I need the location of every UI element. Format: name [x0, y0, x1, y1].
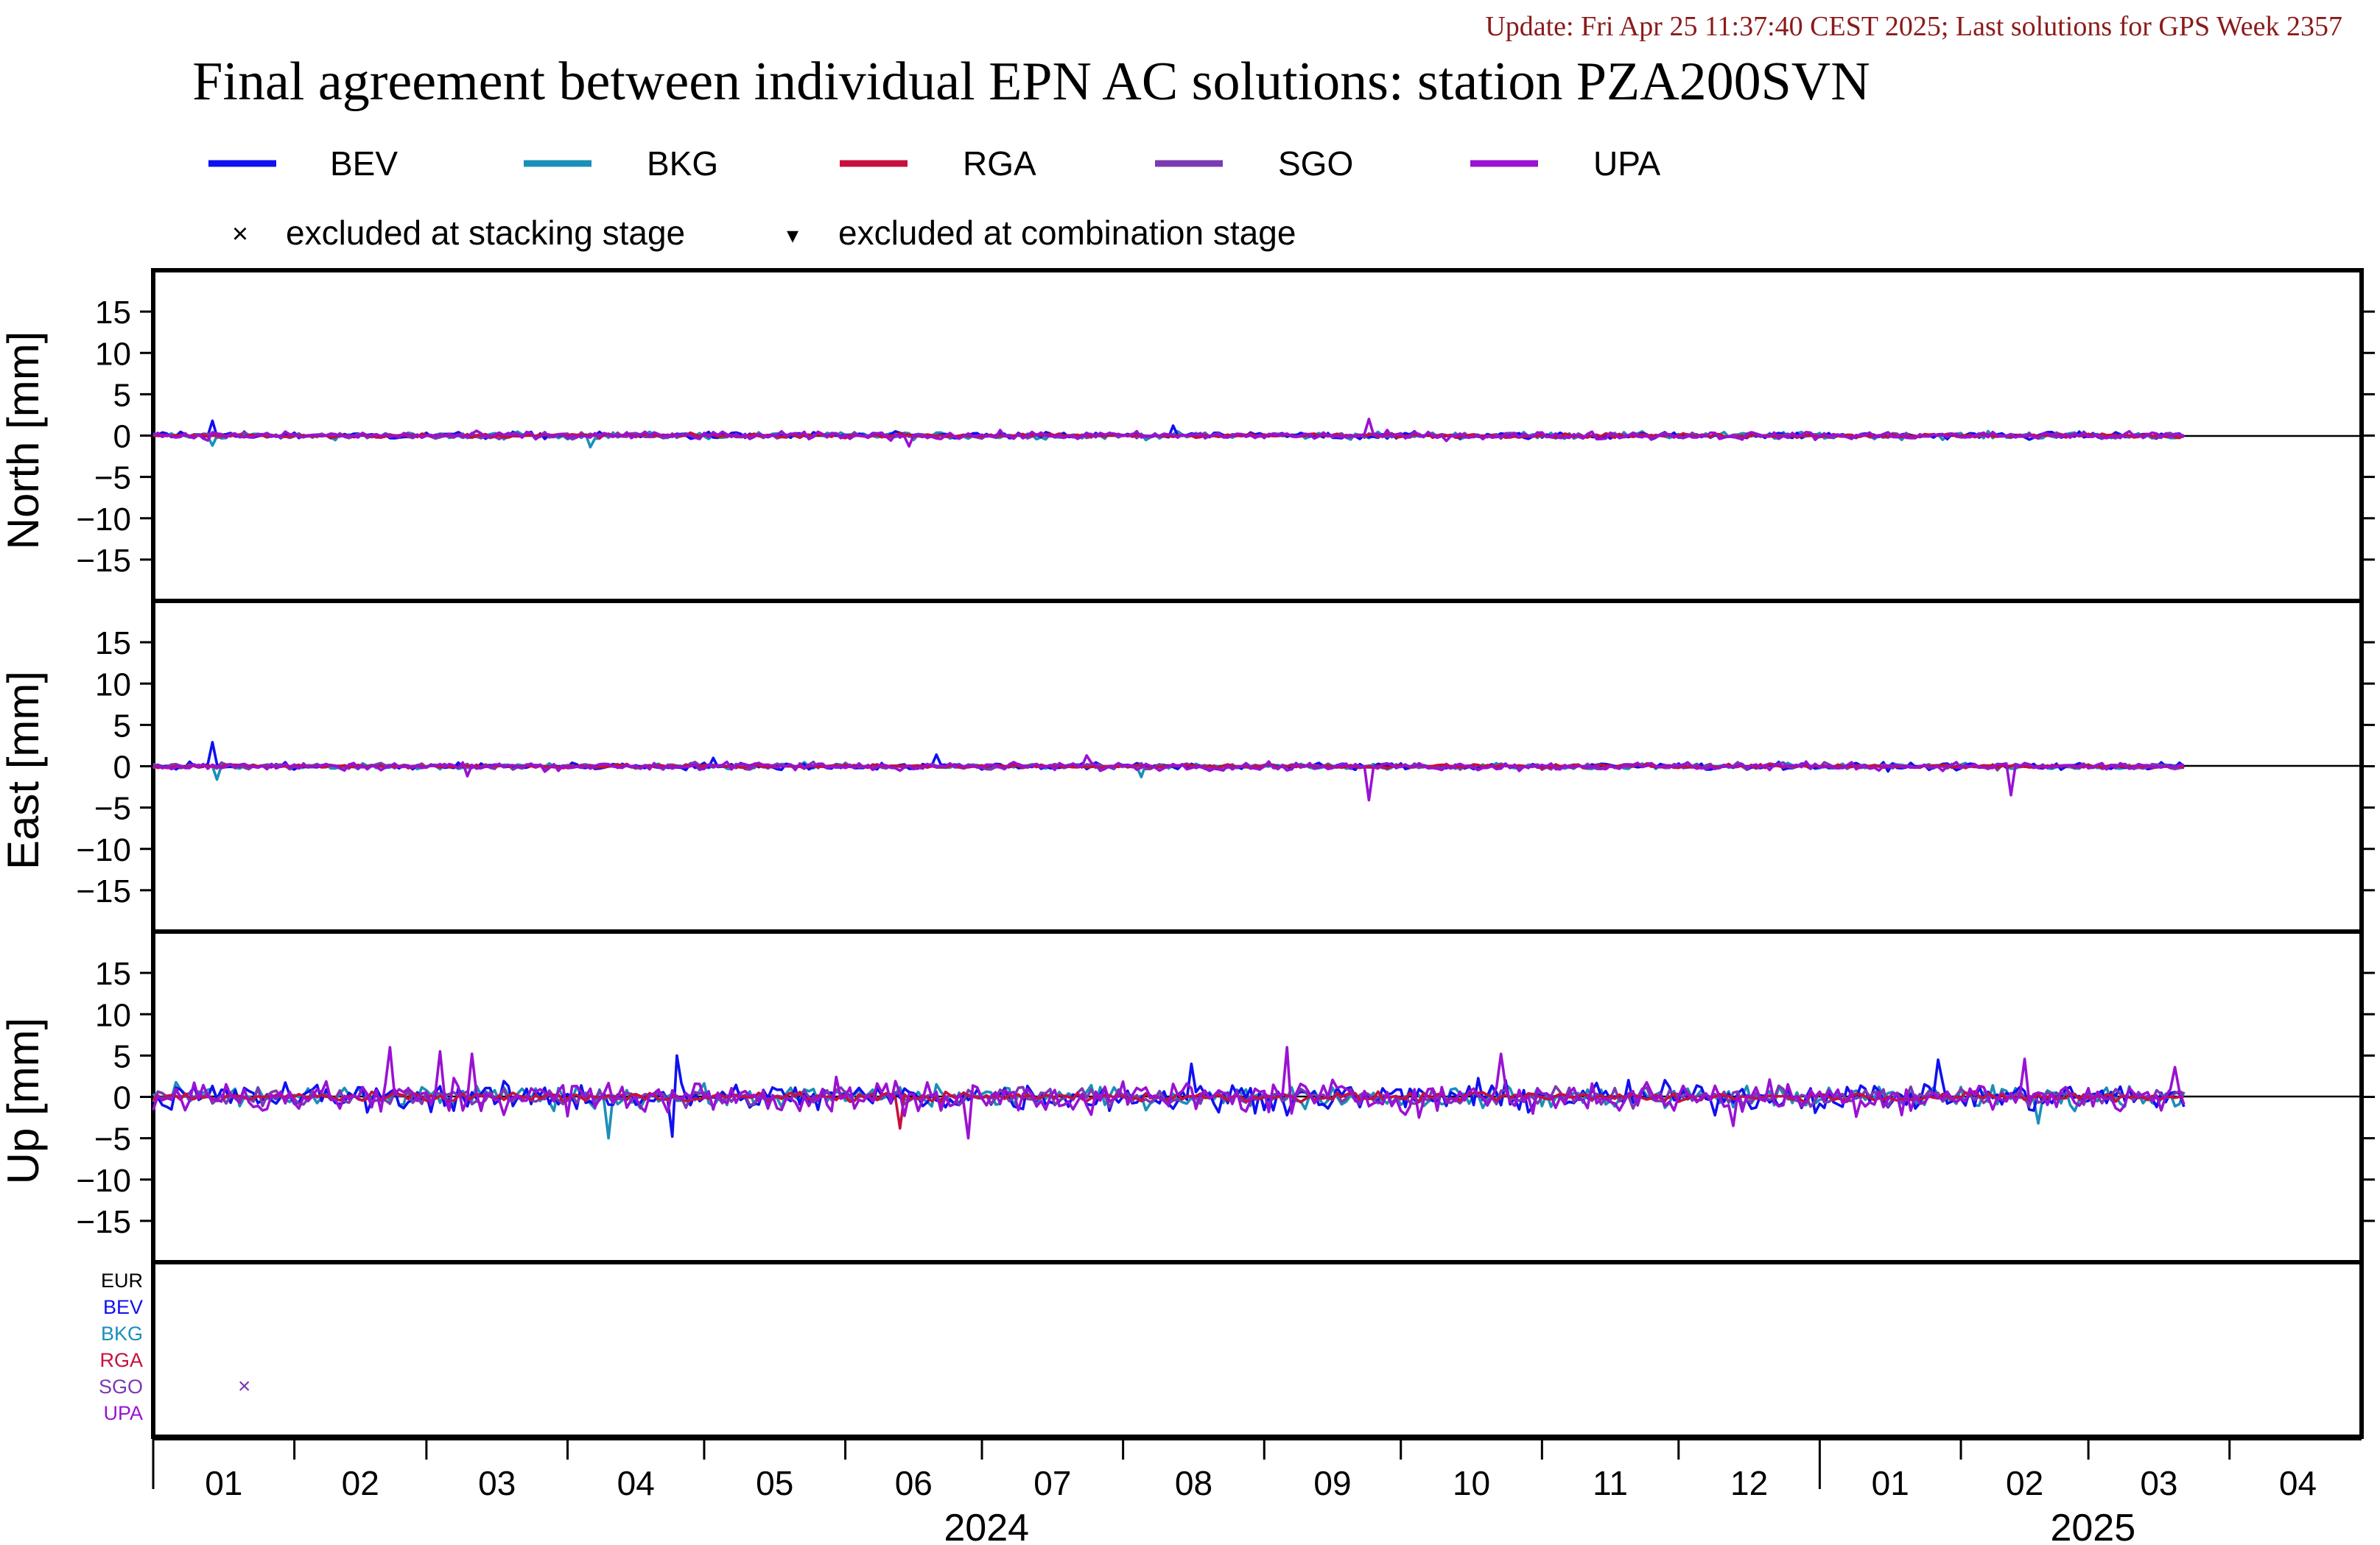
month-label-14: 03 [2140, 1464, 2177, 1502]
north-series [152, 418, 2186, 448]
legend-label-bkg: BKG [647, 144, 718, 183]
north-series-upa [152, 418, 2185, 448]
exclusion-marks: × [238, 1374, 251, 1398]
north-ytick-label--10: −10 [76, 501, 131, 538]
stacking-marker-label: excluded at stacking stage [286, 214, 685, 252]
up-ytick-label--10: −10 [76, 1163, 131, 1199]
legend-item-rga: RGA [840, 144, 1036, 183]
north-ytick-label-5: 5 [113, 377, 131, 413]
exclusion-row-labels: EUR BEV BKG RGA SGO UPA [99, 1270, 143, 1424]
chart-title: Final agreement between individual EPN A… [192, 52, 1870, 112]
up-ytick-label-15: 15 [95, 956, 131, 992]
east-series-upa [152, 754, 2184, 802]
panel-east: 15 10 5 0 −5 −10 −15 East [mm] [0, 599, 2375, 934]
north-ylabel: North [mm] [0, 331, 48, 550]
legend-label-rga: RGA [963, 144, 1036, 183]
panel-north: 15 10 5 0 −5 −10 −15 North [mm] [0, 268, 2375, 603]
east-ytick-label-10: 10 [95, 666, 131, 703]
month-label-1: 02 [342, 1464, 379, 1502]
east-series [152, 741, 2186, 802]
panel-exclusions-frame [151, 1260, 2364, 1439]
month-label-15: 04 [2279, 1464, 2317, 1502]
legend-label-sgo: SGO [1278, 144, 1353, 183]
month-label-9: 10 [1453, 1464, 1490, 1502]
panel-exclusions: EUR BEV BKG RGA SGO UPA × [99, 1260, 2364, 1439]
east-ytick-label--10: −10 [76, 832, 131, 868]
exclusion-row-sgo: SGO [99, 1376, 143, 1398]
series-legend: BEV BKG RGA SGO UPA × excluded at stacki… [208, 144, 1660, 252]
up-ytick-label--15: −15 [76, 1204, 131, 1240]
north-ytick-label-15: 15 [95, 295, 131, 331]
legend-marker-combination: ▾ excluded at combination stage [787, 214, 1296, 252]
year-label-2025: 2025 [2050, 1507, 2135, 1545]
month-label-12: 01 [1872, 1464, 1909, 1502]
up-series-upa [152, 1046, 2186, 1140]
east-ytick-label--5: −5 [94, 791, 131, 827]
month-label-4: 05 [756, 1464, 793, 1502]
month-label-0: 01 [205, 1464, 242, 1502]
month-label-10: 11 [1593, 1464, 1628, 1502]
month-label-13: 02 [2006, 1464, 2043, 1502]
month-label-2: 03 [478, 1464, 516, 1502]
legend-label-upa: UPA [1593, 144, 1660, 183]
north-ytick-label--15: −15 [76, 543, 131, 579]
up-ytick-label-10: 10 [95, 997, 131, 1033]
combination-marker-label: excluded at combination stage [838, 214, 1296, 252]
north-ytick-label-0: 0 [113, 419, 131, 455]
update-line: Update: Fri Apr 25 11:37:40 CEST 2025; L… [1485, 11, 2342, 42]
up-y-ticks: 15 10 5 0 −5 −10 −15 [76, 956, 2375, 1240]
exclusion-row-upa: UPA [103, 1402, 143, 1424]
month-label-5: 06 [895, 1464, 933, 1502]
up-ytick-label--5: −5 [94, 1122, 131, 1158]
month-label-7: 08 [1175, 1464, 1212, 1502]
north-ytick-label-10: 10 [95, 336, 131, 372]
month-label-11: 12 [1730, 1464, 1768, 1502]
legend-item-bev: BEV [208, 144, 398, 183]
exclusion-row-eur: EUR [101, 1270, 143, 1292]
legend-item-upa: UPA [1470, 144, 1660, 183]
combination-marker-icon: ▾ [787, 222, 798, 248]
x-axis: 01 02 03 04 05 06 07 08 09 10 11 12 01 02 03 04 2024 2025 [152, 1437, 2362, 1545]
north-y-ticks: 15 10 5 0 −5 −10 −15 [76, 295, 2375, 579]
month-label-8: 09 [1313, 1464, 1351, 1502]
legend-label-bev: BEV [330, 144, 398, 183]
up-ylabel: Up [mm] [0, 1018, 48, 1185]
east-ytick-label-0: 0 [113, 750, 131, 786]
month-label-6: 07 [1033, 1464, 1071, 1502]
north-ytick-label--5: −5 [94, 460, 131, 496]
up-ytick-label-5: 5 [113, 1038, 131, 1074]
year-label-2024: 2024 [944, 1507, 1029, 1545]
up-series [152, 1046, 2186, 1140]
legend-marker-stacking: × excluded at stacking stage [232, 214, 685, 252]
legend-item-bkg: BKG [524, 144, 718, 183]
exclusion-row-bev: BEV [103, 1296, 143, 1318]
panel-up: 15 10 5 0 −5 −10 −15 Up [mm] [0, 929, 2375, 1264]
exclusion-row-bkg: BKG [101, 1323, 143, 1345]
exclusion-mark-0: × [238, 1374, 251, 1398]
east-ytick-label-15: 15 [95, 625, 131, 661]
month-label-3: 04 [617, 1464, 655, 1502]
east-ylabel: East [mm] [0, 671, 48, 870]
east-ytick-label-5: 5 [113, 708, 131, 744]
east-y-ticks: 15 10 5 0 −5 −10 −15 [76, 625, 2375, 909]
east-ytick-label--15: −15 [76, 873, 131, 909]
exclusion-row-rga: RGA [99, 1349, 143, 1371]
legend-item-sgo: SGO [1155, 144, 1353, 183]
stacking-marker-icon: × [232, 219, 248, 250]
up-ytick-label-0: 0 [113, 1080, 131, 1116]
